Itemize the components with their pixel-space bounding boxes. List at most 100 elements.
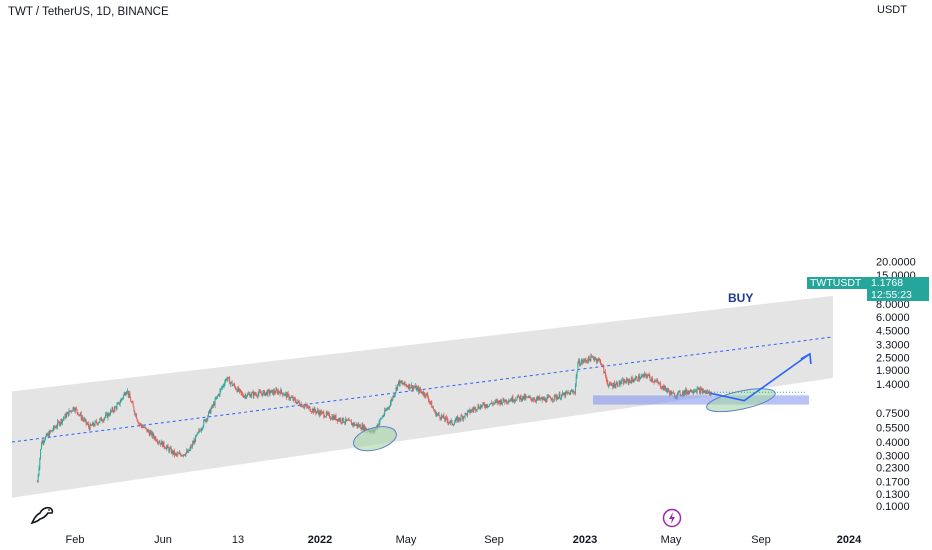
candle-body (698, 388, 700, 390)
candle-body (641, 375, 643, 377)
candle-body (456, 417, 458, 419)
candle-body (199, 430, 201, 431)
candle-body (272, 389, 274, 395)
candle-body (492, 403, 494, 405)
candle-body (225, 379, 227, 380)
candle-body (470, 411, 472, 413)
candle-body (510, 399, 511, 401)
candle-body (190, 446, 192, 449)
candle-body (355, 424, 357, 425)
y-tick-label: 2.5000 (876, 352, 910, 364)
candle-body (419, 388, 421, 393)
candle-body (625, 382, 627, 384)
candle-body (587, 361, 589, 363)
candle-body (462, 416, 464, 420)
candle-body (308, 406, 310, 408)
candle-body (43, 441, 45, 443)
y-tick-label: 8.0000 (876, 299, 910, 311)
candle-body (699, 388, 700, 394)
candle-body (305, 404, 307, 406)
candle-body (135, 414, 137, 415)
candle-body (281, 392, 283, 396)
candle-body (306, 404, 308, 407)
candle-body (378, 422, 380, 426)
candle-body (554, 394, 556, 396)
candle-body (62, 419, 63, 423)
candle-body (654, 380, 656, 383)
candle-body (449, 420, 451, 423)
candle-body (455, 418, 457, 421)
candle-body (64, 414, 66, 418)
candle-body (568, 392, 570, 394)
candle-body (207, 416, 209, 420)
candle-body (643, 373, 645, 377)
candle-body (702, 390, 704, 393)
x-tick-label: 2024 (837, 534, 862, 546)
candle-body (121, 398, 123, 400)
candle-body (60, 419, 62, 424)
candle-body (149, 432, 151, 436)
candle-body (177, 453, 179, 455)
candle-body (62, 418, 64, 420)
candle-body (653, 381, 655, 383)
candle-body (117, 403, 119, 405)
candle-body (611, 385, 613, 386)
candle-body (435, 411, 437, 417)
candle-body (246, 396, 248, 398)
candle-body (204, 419, 205, 421)
candle-body (307, 406, 309, 408)
candle-body (350, 421, 352, 425)
candle-body (418, 387, 420, 393)
candle-body (66, 412, 68, 414)
candle-body (543, 398, 545, 401)
candle-body (82, 417, 84, 420)
candle-body (41, 440, 43, 444)
candle-body (431, 401, 433, 408)
candle-body (393, 396, 395, 397)
candle-body (538, 396, 540, 399)
candle-body (575, 376, 577, 385)
candle-body (279, 392, 281, 395)
lightning-icon[interactable] (662, 508, 682, 528)
candle-body (531, 398, 533, 401)
candle-body (622, 379, 624, 385)
candle-body (107, 413, 109, 418)
candle-body (508, 400, 510, 403)
candle-body (473, 408, 475, 411)
candle-body (51, 430, 53, 432)
tradingview-logo-icon[interactable] (30, 505, 56, 525)
candle-body (656, 380, 657, 382)
candle-body (227, 377, 229, 380)
candle-body (240, 390, 242, 393)
candle-body (274, 392, 276, 394)
candle-body (476, 409, 478, 410)
candle-body (504, 400, 506, 403)
candle-body (224, 381, 226, 386)
candle-body (184, 455, 186, 456)
candle-body (708, 391, 710, 394)
candle-body (299, 402, 300, 406)
candle-body (550, 398, 552, 401)
candle-body (344, 422, 346, 424)
candle-body (63, 417, 65, 419)
candle-body (208, 409, 210, 412)
candle-body (358, 424, 360, 427)
candle-body (705, 391, 707, 393)
candle-body (466, 413, 468, 416)
candle-body (316, 411, 317, 413)
candle-body (302, 406, 304, 408)
candle-body (191, 446, 192, 447)
symbol-title[interactable]: TWT / TetherUS, 1D, BINANCE (8, 6, 169, 18)
candle-body (668, 389, 670, 392)
candle-body (521, 399, 523, 401)
candle-body (624, 380, 626, 383)
candle-body (120, 399, 122, 403)
candle-body (248, 393, 250, 395)
candle-body (500, 400, 502, 405)
candle-body (351, 423, 353, 425)
candle-body (551, 399, 553, 401)
candle-body (270, 390, 272, 393)
candle-body (446, 417, 448, 421)
candle-body (603, 366, 605, 374)
